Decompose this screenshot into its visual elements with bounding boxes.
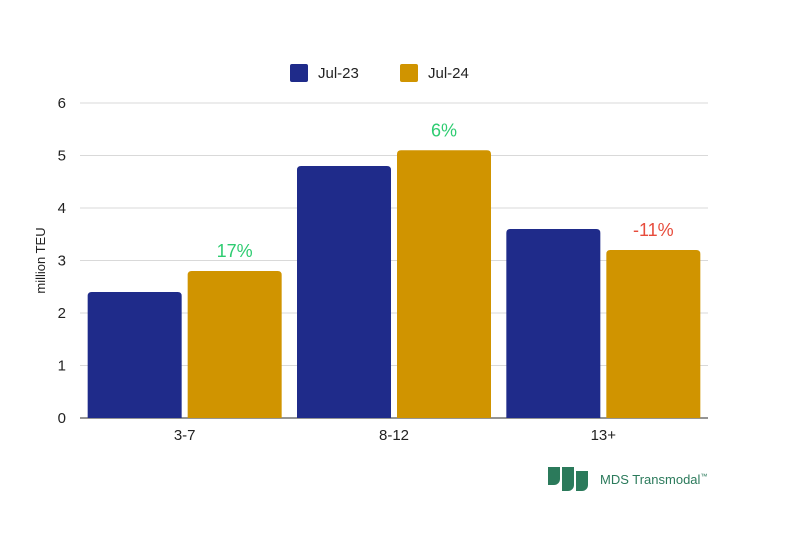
data-label: 6%: [431, 120, 457, 140]
x-tick-label: 3-7: [174, 427, 196, 444]
y-tick-label: 1: [58, 358, 66, 375]
logo-text: MDS Transmodal™: [600, 471, 708, 487]
x-tick-label: 13+: [591, 427, 617, 444]
logo-mark-icon: [548, 467, 588, 491]
data-label: 17%: [217, 241, 253, 261]
data-labels: 17% 6% -11%: [217, 120, 674, 261]
mds-transmodal-logo: MDS Transmodal™: [546, 463, 707, 495]
x-tick-label: 8-12: [379, 427, 409, 444]
y-tick-label: 6: [58, 95, 66, 112]
gridlines: [80, 102, 708, 419]
bar-13+-Jul-23: [506, 229, 601, 418]
y-tick-label: 2: [58, 305, 66, 322]
bar-8-12-Jul-24: [397, 150, 491, 418]
y-axis: 0 1 2 3 4 5 6: [58, 95, 66, 427]
bar-3-7-Jul-24: [187, 271, 282, 418]
y-tick-label: 0: [58, 410, 66, 427]
y-tick-label: 3: [58, 253, 66, 270]
legend-label: Jul-24: [428, 65, 469, 82]
legend: Jul-23 Jul-24: [290, 64, 469, 82]
legend-swatch-Jul-23: [290, 64, 308, 82]
x-axis: 3-7 8-12 13+: [174, 427, 616, 444]
bar-3-7-Jul-23: [87, 292, 182, 418]
y-tick-label: 4: [58, 200, 66, 217]
y-tick-label: 5: [58, 148, 66, 165]
bar-13+-Jul-24: [606, 250, 701, 418]
legend-label: Jul-23: [318, 65, 359, 82]
bar-8-12-Jul-23: [297, 166, 391, 418]
legend-swatch-Jul-24: [400, 64, 418, 82]
y-axis-title: million TEU: [33, 227, 48, 293]
bars: [87, 150, 701, 418]
data-label: -11%: [633, 220, 674, 240]
